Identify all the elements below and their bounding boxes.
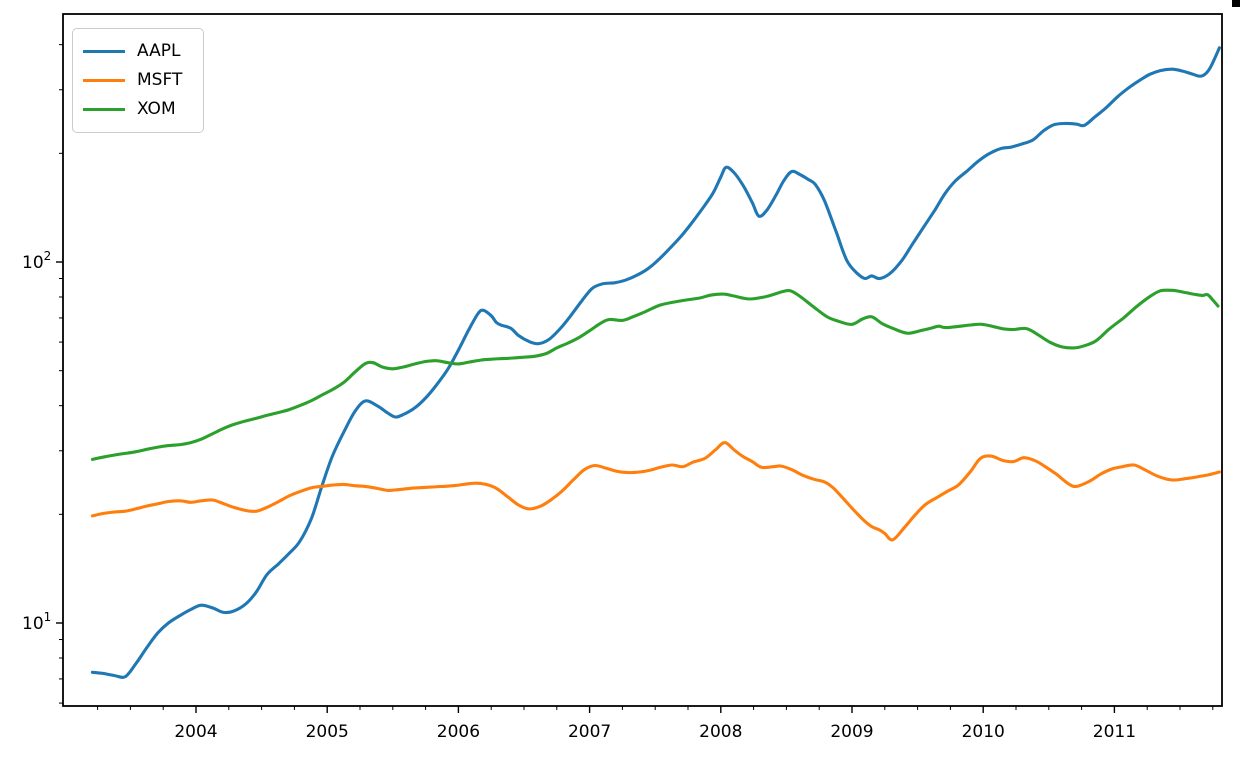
legend-line-swatch bbox=[83, 79, 125, 82]
screen-artifact bbox=[1232, 0, 1240, 7]
x-axis-tick-label: 2009 bbox=[830, 722, 873, 742]
x-axis-tick-label: 2006 bbox=[437, 722, 480, 742]
x-axis-tick-label: 2011 bbox=[1093, 722, 1136, 742]
x-axis-tick-label: 2005 bbox=[306, 722, 349, 742]
x-axis-tick-label: 2004 bbox=[174, 722, 217, 742]
legend-label: MSFT bbox=[137, 70, 183, 90]
x-axis-tick-label: 2010 bbox=[962, 722, 1005, 742]
legend-label: XOM bbox=[137, 99, 176, 119]
series-line-aapl bbox=[90, 46, 1221, 679]
y-axis-tick-label: 102 bbox=[22, 249, 51, 273]
legend-line-swatch bbox=[83, 108, 125, 111]
legend: AAPL MSFT XOM bbox=[72, 28, 204, 133]
plot-border bbox=[62, 13, 1223, 707]
legend-item-xom: XOM bbox=[83, 95, 191, 124]
series-line-msft bbox=[90, 441, 1221, 542]
x-axis-tick-label: 2007 bbox=[568, 722, 611, 742]
legend-item-aapl: AAPL bbox=[83, 37, 191, 66]
legend-item-msft: MSFT bbox=[83, 66, 191, 95]
series-line-xom bbox=[90, 288, 1220, 461]
legend-label: AAPL bbox=[137, 41, 181, 61]
x-axis-tick-label: 2008 bbox=[699, 722, 742, 742]
legend-line-swatch bbox=[83, 50, 125, 53]
y-axis-tick-label: 101 bbox=[22, 610, 51, 634]
